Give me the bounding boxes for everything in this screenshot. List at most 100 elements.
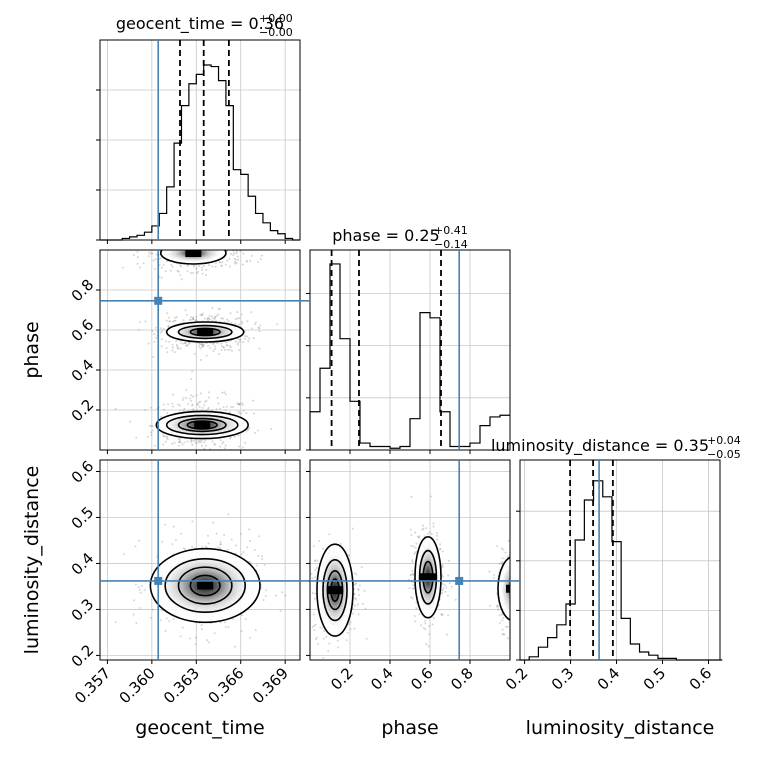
panel-phase-vs-luminosity-distance-sample (355, 582, 358, 585)
panel-phase-vs-luminosity-distance-sample (518, 585, 520, 587)
panel-geocent-time-vs-luminosity-distance-sample (137, 586, 140, 589)
panel-geocent-time-vs-luminosity-distance-sample (219, 543, 222, 546)
panel-phase-vs-luminosity-distance-sample (511, 587, 513, 589)
panel-geocent-time-vs-luminosity-distance-sample (164, 523, 167, 526)
panel-geocent-time-vs-phase-sample (211, 409, 214, 412)
panel-geocent-time-vs-phase-sample (165, 435, 168, 438)
panel-phase-vs-luminosity-distance-sample (513, 575, 515, 577)
panel-geocent-time-vs-phase-sample (165, 340, 168, 343)
panel-phase-vs-luminosity-distance-sample (511, 605, 513, 607)
panel-geocent-time-vs-phase-sample (192, 395, 195, 398)
panel-geocent-time-vs-phase-sample (189, 244, 191, 246)
panel-geocent-time-vs-phase-sample (205, 444, 208, 447)
panel-geocent-time-vs-phase-sample (166, 245, 168, 247)
panel-phase-vs-luminosity-distance-sample (441, 575, 444, 578)
panel-geocent-time-vs-phase-sample (239, 340, 242, 343)
panel-geocent-time-vs-phase-sample (164, 246, 166, 248)
panel-phase-vs-luminosity-distance-sample (322, 637, 325, 640)
panel-geocent-time-vs-phase-sample (213, 316, 216, 319)
panel-geocent-time-vs-phase-sample (185, 397, 188, 400)
panel-geocent-time-vs-phase-sample (164, 440, 167, 443)
panel-geocent-time-vs-phase-sample (186, 454, 188, 456)
panel-geocent-time-vs-phase-sample (180, 242, 182, 244)
panel-geocent-time-vs-phase-sample (156, 246, 158, 248)
panel-phase-vs-luminosity-distance-sample (412, 584, 415, 587)
panel-phase-vs-luminosity-distance-sample (447, 574, 450, 577)
panel-geocent-time-vs-phase-sample (171, 402, 174, 405)
panel-phase-vs-luminosity-distance-sample (314, 568, 317, 571)
panel-phase-vs-luminosity-distance-sample (421, 524, 424, 527)
panel-geocent-time-vs-phase-sample (211, 317, 214, 320)
panel-geocent-time-vs-luminosity-distance-sample (257, 554, 260, 557)
panel-geocent-time-vs-phase-sample (230, 243, 232, 245)
panel-geocent-time-vs-phase-content (100, 233, 279, 456)
panel-phase-vs-luminosity-distance-sample (430, 532, 433, 535)
panel-phase-vs-luminosity-distance-sample (522, 585, 524, 587)
panel-phase-vs-luminosity-distance-sample (312, 613, 315, 616)
panel-phase-vs-luminosity-distance-sample (515, 586, 517, 588)
panel-phase-vs-luminosity-distance-sample (512, 588, 514, 590)
panel-geocent-time-vs-phase-sample (198, 345, 201, 348)
panel-phase-vs-luminosity-distance-sample (357, 588, 360, 591)
panel-geocent-time-vs-luminosity-distance-sample (234, 645, 237, 648)
panel-geocent-time-vs-phase-sample (195, 272, 198, 275)
panel-geocent-time-vs-phase-sample (199, 439, 202, 442)
panel-phase-vs-luminosity-distance-sample (441, 582, 444, 585)
panel-geocent-time-vs-phase-sample (195, 318, 198, 321)
panel-phase-vs-luminosity-distance-sample (441, 592, 444, 595)
panel-phase-vs-luminosity-distance-sample (360, 566, 363, 569)
panel-geocent-time-vs-luminosity-distance-sample (194, 636, 197, 639)
panel-geocent-time-vs-phase-sample (142, 241, 144, 243)
panel-geocent-time-vs-luminosity-distance-sample (230, 538, 233, 541)
panel-geocent-time-vs-phase-sample (175, 340, 178, 343)
panel-phase-vs-luminosity-distance-sample (515, 591, 517, 593)
panel-geocent-time-vs-phase-sample (208, 264, 211, 267)
panel-geocent-time-vs-phase-sample (191, 318, 194, 321)
panel-geocent-time-vs-phase-sample (224, 242, 226, 244)
panel-phase-vs-luminosity-distance-sample (512, 573, 514, 575)
panel-phase-vs-luminosity-distance-sample (423, 535, 426, 538)
panel-geocent-time-vs-phase-mode-0-contour-0 (155, 410, 249, 440)
panel-phase-vs-luminosity-distance-sample (520, 567, 522, 569)
panel-geocent-time-vs-phase-sample (219, 452, 221, 454)
panel-geocent-time-vs-phase-sample (180, 242, 182, 244)
panel-geocent-time-vs-phase-sample (202, 312, 205, 315)
panel-phase-vs-luminosity-distance-sample (354, 598, 357, 601)
panel-geocent-time-vs-luminosity-distance-sample (213, 632, 216, 635)
panel-phase-vs-luminosity-distance-sample (351, 527, 354, 530)
panel-geocent-time-vs-phase-sample (161, 266, 164, 269)
panel-phase-vs-luminosity-distance-sample (353, 593, 356, 596)
panel-phase-vs-luminosity-distance-sample (525, 611, 527, 613)
panel-geocent-time-vs-phase-sample (252, 337, 255, 340)
panel-geocent-time-vs-phase-sample (232, 241, 234, 243)
panel-phase-vs-luminosity-distance-sample (441, 613, 444, 616)
panel-geocent-time-vs-phase-sample (165, 233, 167, 235)
panel-geocent-time-vs-phase-mode-2-contour-0 (159, 250, 227, 265)
panel-geocent-time-vs-phase-sample (204, 439, 207, 442)
panel-phase-vs-luminosity-distance-sample (353, 604, 356, 607)
panel-geocent-time-vs-phase-sample (192, 439, 195, 442)
panel-geocent-time-vs-phase-sample (218, 261, 221, 264)
x-axis-label-luminosity-distance: luminosity_distance (526, 717, 715, 739)
panel-geocent-time-vs-phase-sample (245, 412, 248, 415)
panel-geocent-time-vs-luminosity-distance-mode-0-contour-3 (189, 574, 221, 597)
panel-geocent-time-vs-phase-sample (208, 318, 211, 321)
panel-geocent-time-vs-phase-sample (184, 344, 187, 347)
panel-geocent-time-vs-phase-sample (234, 262, 237, 265)
panel-phase-vs-luminosity-distance-sample (535, 599, 537, 601)
panel-geocent-time-vs-phase-sample (215, 314, 218, 317)
panel-phase-vs-luminosity-distance-sample (525, 584, 527, 586)
panel-phase-vs-luminosity-distance-sample (513, 575, 515, 577)
panel-phase-vs-luminosity-distance-sample (316, 559, 319, 562)
panel-geocent-time-vs-phase-sample (142, 240, 144, 242)
panel-geocent-time-vs-phase-sample (257, 326, 260, 329)
panel-geocent-time-vs-phase-sample (168, 340, 171, 343)
panel-geocent-time-vs-phase-sample (269, 452, 271, 454)
panel-phase-vs-luminosity-distance-sample (504, 551, 507, 554)
panel-geocent-time-vs-phase-sample (200, 314, 203, 317)
panel-geocent-time-vs-phase-sample (171, 442, 174, 445)
panel-geocent-time-vs-phase-sample (202, 344, 205, 347)
panel-geocent-time-vs-phase-sample (169, 269, 172, 272)
panel-geocent-time-vs-phase-sample (237, 341, 240, 344)
panel-phase-vs-luminosity-distance-sample (409, 574, 412, 577)
